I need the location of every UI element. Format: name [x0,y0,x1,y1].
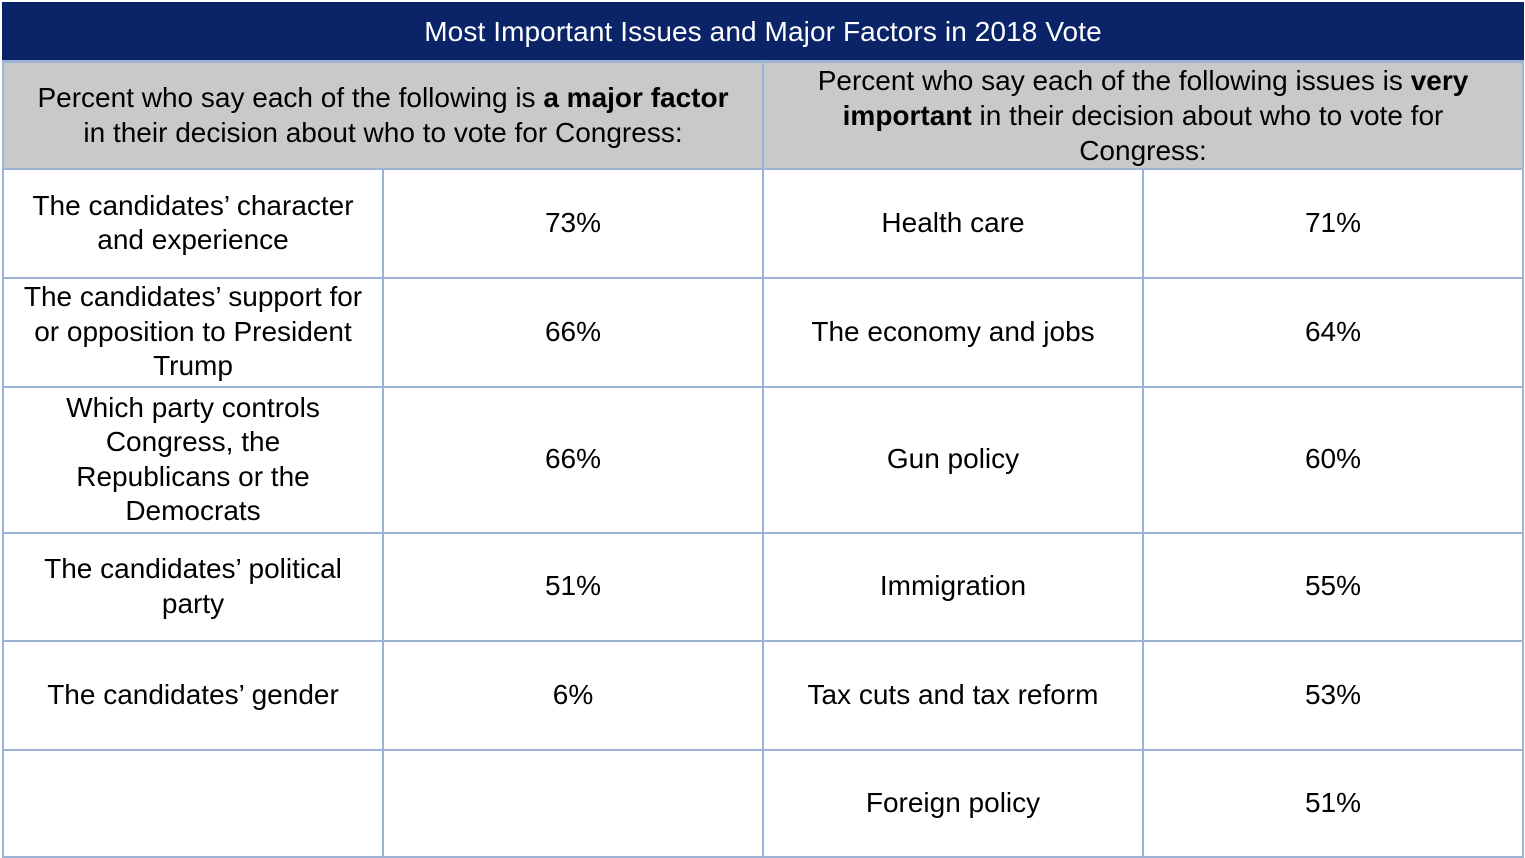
very-important-header-pre: Percent who say each of the following is… [817,64,1411,96]
table-row: Foreign policy 51% [2,748,1525,858]
very-important-header-post: in their decision about who to vote for … [971,99,1444,166]
factor-label: The candidates’ political party [2,531,384,642]
major-factor-header-bold: a major factor [543,82,729,113]
table-row: Which party controls Congress, the Repub… [2,385,1525,534]
table-row: The candidates’ support for or oppositio… [2,276,1525,388]
factor-label: Which party controls Congress, the Repub… [2,385,384,534]
issue-value: 55% [1141,531,1525,642]
issue-value: 60% [1141,385,1525,534]
factor-value: 66% [382,276,764,388]
issue-label: The economy and jobs [762,276,1144,388]
factor-label: The candidates’ character and experience [2,167,384,279]
factor-label: The candidates’ gender [2,639,384,751]
issue-value: 64% [1141,276,1525,388]
issue-label: Immigration [762,531,1144,642]
issue-value: 53% [1141,639,1525,751]
issue-label: Gun policy [762,385,1144,534]
table-row: The candidates’ gender 6% Tax cuts and t… [2,639,1525,751]
table-title: Most Important Issues and Major Factors … [1,2,1525,63]
issue-label: Foreign policy [762,748,1144,858]
factor-value: 66% [382,385,764,534]
major-factor-header: Percent who say each of the following is… [2,60,764,170]
issue-value: 51% [1141,748,1525,858]
major-factor-header-pre: Percent who say each of the following is [37,82,544,113]
issue-label: Tax cuts and tax reform [762,639,1144,751]
issue-label: Health care [762,167,1144,279]
factor-value: 73% [382,167,764,279]
factor-label-empty [2,748,384,858]
factor-label: The candidates’ support for or oppositio… [2,276,384,388]
table-row: The candidates’ character and experience… [2,167,1525,279]
factor-value-empty [382,748,764,858]
factor-value: 6% [382,639,764,751]
very-important-header-bold: very important [842,64,1469,131]
major-factor-header-post: in their decision about who to vote for … [83,117,683,148]
issue-value: 71% [1141,167,1525,279]
table-row: The candidates’ political party 51% Immi… [2,531,1525,642]
very-important-header: Percent who say each of the following is… [761,60,1525,170]
factor-value: 51% [382,531,764,642]
